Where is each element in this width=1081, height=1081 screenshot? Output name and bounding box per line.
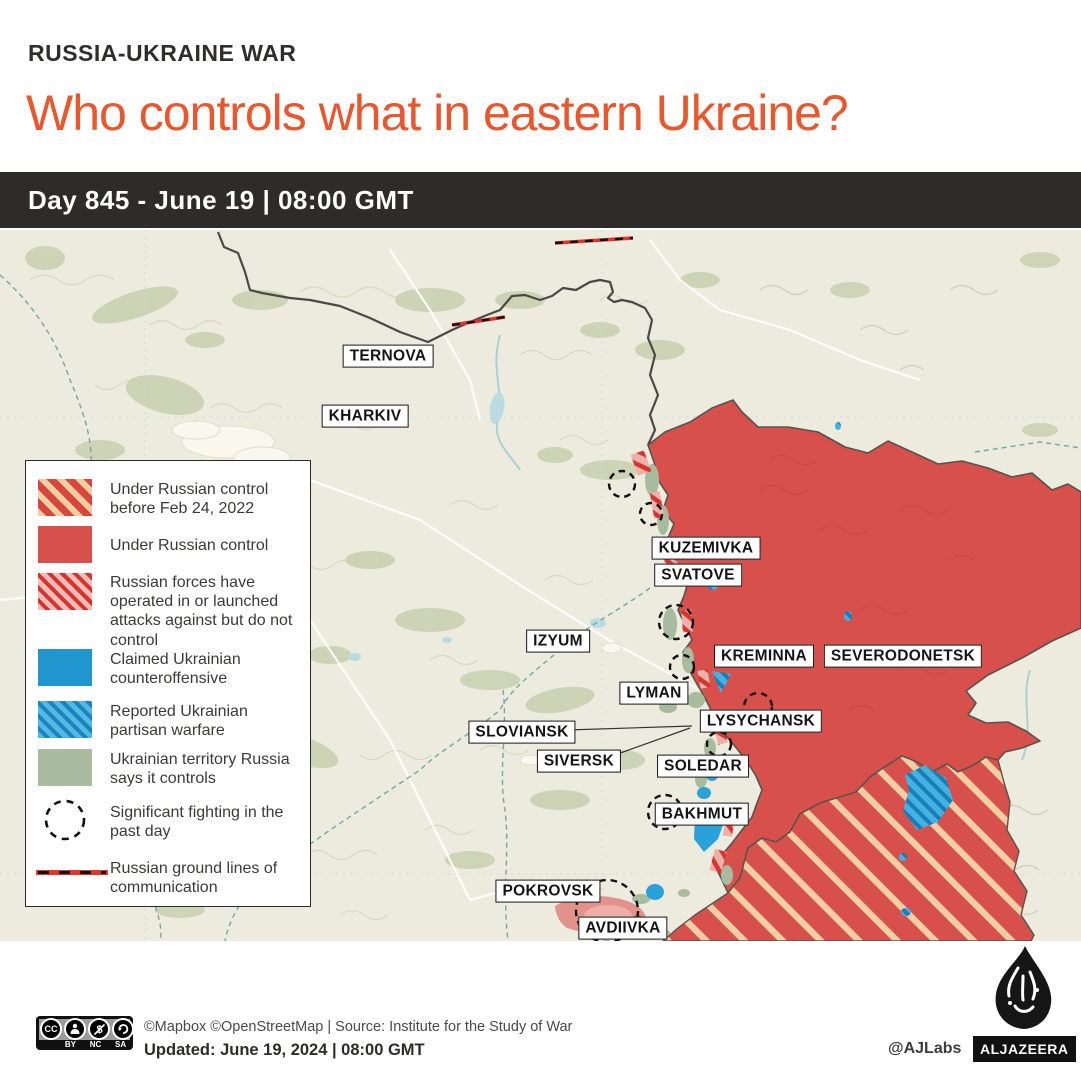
updated-timestamp: Updated: June 19, 2024 | 08:00 GMT <box>144 1041 425 1059</box>
legend-swatch-claimed-territory <box>38 749 92 786</box>
lakes <box>349 392 606 661</box>
city-label-svatove: SVATOVE <box>654 563 742 587</box>
aljazeera-wordmark: ALJAZEERA <box>973 1036 1076 1062</box>
city-label-izyum: IZYUM <box>526 629 590 653</box>
international-border <box>216 231 660 446</box>
page-title: Who controls what in eastern Ukraine? <box>26 85 849 141</box>
cc-nc-icon: $ <box>88 1018 110 1040</box>
city-label-pokrovsk: POKROVSK <box>495 879 601 903</box>
city-label-bakhmut: BAKHMUT <box>654 802 750 826</box>
legend-swatch-russian-control <box>38 526 92 563</box>
legend-swatch-partisan <box>38 701 92 738</box>
map-attribution: ©Mapbox ©OpenStreetMap | Source: Institu… <box>144 1019 573 1035</box>
cc-sa-icon <box>112 1018 133 1040</box>
aljazeera-logo-icon <box>995 946 1052 1029</box>
city-label-soledar: SOLEDAR <box>657 754 749 778</box>
city-label-siversk: SIVERSK <box>536 749 622 773</box>
legend-swatch-counteroffensive <box>38 649 92 686</box>
leader-lines <box>566 725 693 757</box>
ajlabs-handle: @AJLabs <box>888 1040 962 1057</box>
legend-gloc-line-icon <box>36 870 108 875</box>
city-label-avdiivka: AVDIIVKA <box>578 916 668 940</box>
legend-fighting-circle-icon <box>44 799 86 841</box>
graticule <box>0 230 1081 941</box>
city-label-ternova: TERNOVA <box>342 344 434 368</box>
terrain-in-red <box>759 454 975 711</box>
city-label-kuzemivka: KUZEMIVKA <box>651 536 761 560</box>
map-area: TERNOVA KHARKIV KUZEMIVKA SVATOVE IZYUM … <box>0 230 1081 941</box>
city-label-sloviansk: SLOVIANSK <box>468 720 576 744</box>
city-label-lyman: LYMAN <box>619 681 689 705</box>
legend: Under Russian control before Feb 24, 202… <box>25 460 311 907</box>
cc-license-badge: CC $ BY NC SA <box>36 1016 133 1050</box>
city-label-severodonetsk: SEVERODONETSK <box>823 644 983 668</box>
cc-icon: CC <box>40 1018 62 1040</box>
cc-labels: BY NC SA <box>64 1040 127 1049</box>
legend-swatch-operated <box>38 573 92 610</box>
city-label-kharkiv: KHARKIV <box>321 404 409 428</box>
cc-by-icon <box>64 1018 86 1040</box>
ground-lines-of-communication <box>451 236 634 327</box>
date-bar: Day 845 - June 19 | 08:00 GMT <box>0 172 1081 228</box>
legend-swatch-pre-2022 <box>38 479 92 516</box>
kicker: RUSSIA-UKRAINE WAR <box>28 40 297 66</box>
city-label-lysychansk: LYSYCHANSK <box>699 709 823 733</box>
date-bar-text: Day 845 - June 19 | 08:00 GMT <box>28 185 414 215</box>
city-label-kreminna: KREMINNA <box>714 644 814 668</box>
